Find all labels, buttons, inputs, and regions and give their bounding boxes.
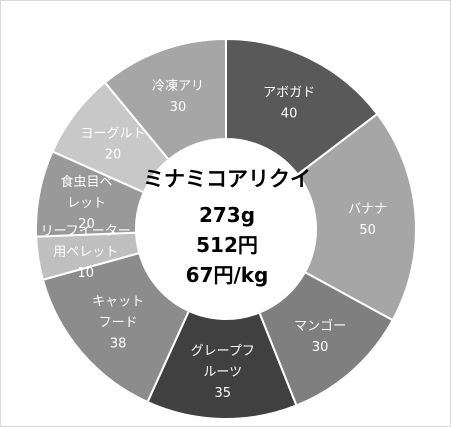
slice-value-3: 30 — [312, 340, 329, 355]
slice-label-1: アボガド 40 — [263, 85, 315, 121]
slice-value-5: 38 — [110, 336, 127, 351]
slice-category-6: 用ペレット — [53, 245, 118, 260]
slice-category-7: 食虫目ペ — [61, 174, 113, 190]
slice-category-4: グレープフ — [191, 344, 255, 359]
slice-value-2: 50 — [359, 223, 376, 238]
slice-category-1: アボガド — [263, 85, 315, 100]
center-animal-name: ミナミコアリクイ — [143, 167, 311, 191]
slice-value-9: 30 — [170, 100, 187, 115]
slice-category-5: キャット — [92, 294, 144, 309]
slice-value-8: 20 — [105, 148, 122, 163]
slice-label-3: マンゴー 30 — [294, 318, 346, 355]
slice-label-5: キャットフード 38 — [92, 294, 144, 351]
slice-category-2: バナナ — [348, 202, 387, 217]
slice-category-5: フード — [99, 315, 138, 330]
slice-category-6: リーフイーター — [41, 224, 131, 239]
center-price: 512円 — [196, 233, 258, 257]
slice-value-4: 35 — [214, 386, 231, 401]
slice-label-2: バナナ 50 — [348, 202, 387, 238]
slice-label-8: ヨーグルト 20 — [80, 127, 145, 163]
slice-label-7: 食虫目ペレット 20 — [61, 174, 113, 232]
slice-value-1: 40 — [281, 106, 298, 121]
slice-category-4: ルーツ — [203, 365, 242, 380]
center-weight: 273g — [199, 203, 255, 227]
slice-label-9: 冷凍アリ 30 — [152, 78, 204, 115]
center-unit-price: 67円/kg — [186, 263, 269, 287]
slice-label-4: グレープフルーツ 35 — [191, 344, 255, 401]
slice-category-9: 冷凍アリ — [152, 78, 204, 94]
slice-category-3: マンゴー — [294, 318, 346, 334]
donut-hole — [136, 139, 316, 319]
slice-value-6: 10 — [77, 266, 94, 281]
slice-value-7: 20 — [78, 217, 95, 232]
slice-category-8: ヨーグルト — [80, 127, 145, 142]
slice-label-6: リーフイーター用ペレット 10 — [41, 224, 131, 281]
slice-category-7: レット — [67, 196, 106, 211]
